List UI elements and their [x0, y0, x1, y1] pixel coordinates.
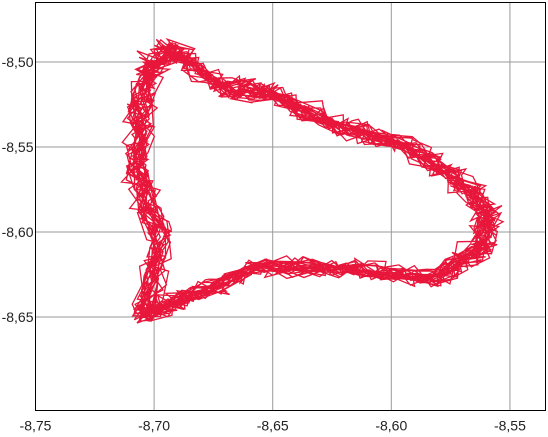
x-tick-label: -8,75	[20, 418, 52, 434]
x-tick-label: -8,70	[138, 418, 170, 434]
plot-frame	[35, 2, 546, 411]
trajectory-series	[120, 37, 505, 324]
y-tick-label: -8,65	[2, 309, 34, 325]
x-tick-label: -8,55	[494, 418, 526, 434]
x-tick-label: -8,60	[375, 418, 407, 434]
trajectory-line	[120, 37, 505, 324]
y-tick-label: -8,60	[2, 224, 34, 240]
y-tick-label: -8,55	[2, 139, 34, 155]
x-tick-label: -8,65	[257, 418, 289, 434]
tick-labels: -8,75 -8,70 -8,65 -8,60 -8,55 -8,50 -8,55 -8,60…	[2, 54, 527, 434]
y-tick-label: -8,50	[2, 54, 34, 70]
grid-lines	[35, 2, 546, 411]
